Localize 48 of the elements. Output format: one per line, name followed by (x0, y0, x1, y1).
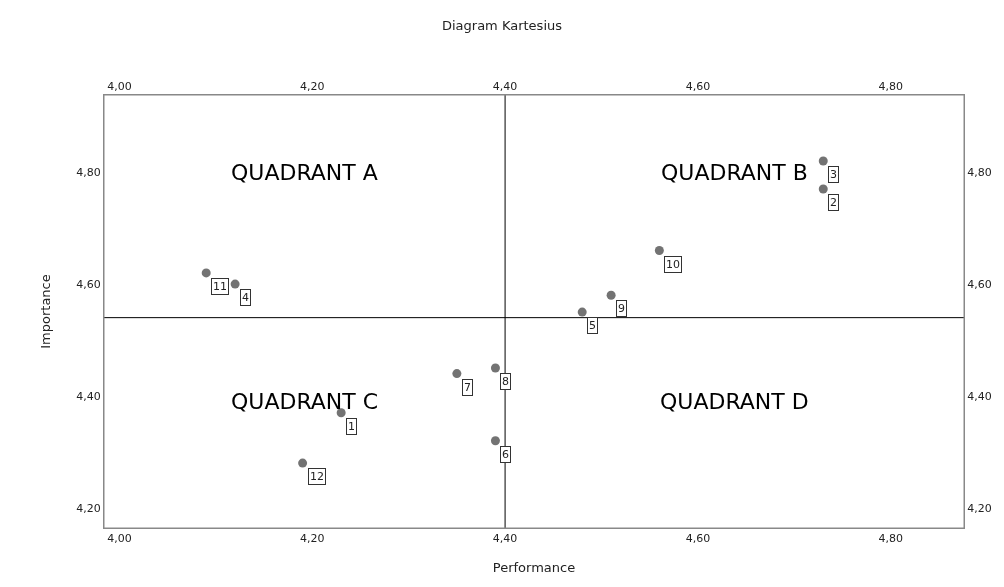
point (606, 290, 616, 300)
x2-tick-label: 4,60 (685, 532, 711, 546)
x2-tick-label: 4,00 (107, 532, 132, 546)
annotation: 9 (618, 302, 625, 315)
y-axis-title: Importance (38, 274, 54, 349)
point (201, 268, 211, 278)
annotation: 10 (666, 258, 680, 271)
y-tick-label: 4,20 (76, 501, 101, 515)
chart-title: Diagram Kartesius (441, 17, 563, 33)
point (230, 279, 240, 289)
annotation: 7 (464, 381, 471, 394)
annotation: 2 (830, 196, 837, 209)
x-tick-label: 4,00 (107, 79, 132, 93)
y-tick-label: 4,40 (76, 389, 101, 403)
x-tick-label: 4,40 (492, 79, 518, 93)
point (818, 184, 828, 194)
x2-tick-label: 4,80 (878, 532, 903, 546)
annotation: 6 (502, 448, 509, 461)
annotation: 8 (502, 375, 509, 388)
annotation: 1 (348, 420, 355, 433)
annotation: QUADRANT C (231, 389, 379, 414)
point (490, 436, 500, 446)
point (577, 307, 587, 317)
annotation: 4 (242, 291, 249, 304)
annotation: 3 (830, 168, 837, 181)
point (452, 369, 462, 379)
y2-tick-label: 4,60 (967, 277, 992, 291)
point (818, 156, 828, 166)
annotation: 5 (589, 319, 596, 332)
y-tick-label: 4,80 (76, 166, 101, 180)
point (654, 246, 664, 256)
annotation: 12 (310, 470, 324, 483)
x-tick-label: 4,60 (685, 79, 711, 93)
x-tick-label: 4,20 (300, 79, 325, 93)
annotation: QUADRANT B (661, 160, 808, 185)
y-tick-label: 4,60 (76, 277, 101, 291)
x2-tick-label: 4,40 (492, 532, 518, 546)
y2-tick-label: 4,80 (967, 166, 992, 180)
point (490, 363, 500, 373)
x-tick-label: 4,80 (878, 79, 903, 93)
point (298, 458, 308, 468)
annotation: QUADRANT D (660, 389, 809, 414)
x-axis-title: Performance (492, 559, 576, 575)
x2-tick-label: 4,20 (300, 532, 325, 546)
y2-tick-label: 4,20 (967, 501, 992, 515)
annotation: 11 (213, 280, 227, 293)
annotation: QUADRANT A (231, 160, 378, 185)
y2-tick-label: 4,40 (967, 389, 992, 403)
